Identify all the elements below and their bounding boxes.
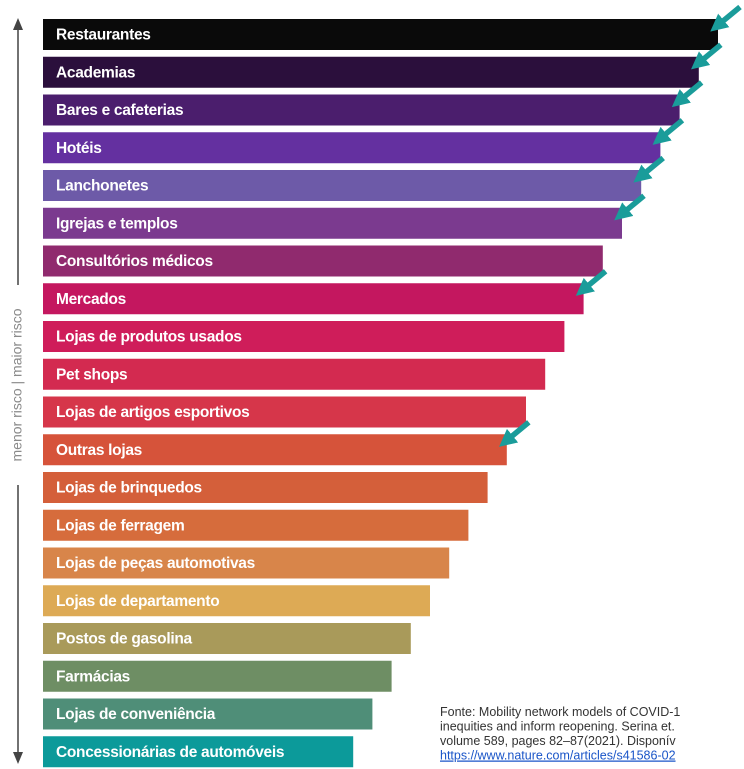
bar xyxy=(43,547,450,579)
bar-label: Consultórios médicos xyxy=(56,253,213,270)
axis-arrow-up xyxy=(13,18,23,30)
axis-label: menor risco | maior risco xyxy=(9,308,25,461)
bar xyxy=(43,396,526,428)
bar xyxy=(43,660,392,692)
bar-label: Bares e cafeterias xyxy=(56,102,183,119)
highlight-arrow xyxy=(575,269,608,296)
bar xyxy=(43,358,546,390)
highlight-arrow xyxy=(710,4,742,32)
bar-label: Lojas de conveniência xyxy=(56,706,216,723)
bar xyxy=(43,245,603,277)
source-note: Fonte: Mobility network models of COVID-… xyxy=(440,705,680,763)
bar xyxy=(43,132,661,164)
bar xyxy=(43,698,373,730)
bar xyxy=(43,434,507,466)
bar-label: Mercados xyxy=(56,291,126,308)
bar xyxy=(43,736,354,768)
bar-label: Hotéis xyxy=(56,140,102,157)
bar-label: Lojas de brinquedos xyxy=(56,480,202,497)
bar-label: Igrejas e templos xyxy=(56,215,178,232)
source-line: inequities and inform reopening. Serina … xyxy=(440,720,675,734)
source-line: Fonte: Mobility network models of COVID-… xyxy=(440,705,680,719)
bar xyxy=(43,509,469,541)
source-link: https://www.nature.com/articles/s41586-0… xyxy=(440,749,676,763)
bar-label: Lojas de artigos esportivos xyxy=(56,404,249,421)
axis-label-bg xyxy=(8,285,28,485)
highlight-arrow xyxy=(671,80,704,108)
bar-label: Lanchonetes xyxy=(56,178,148,195)
bar-label: Outras lojas xyxy=(56,442,142,459)
bar-label: Lojas de peças automotivas xyxy=(56,555,255,572)
bar-label: Postos de gasolina xyxy=(56,631,193,648)
bar-label: Restaurantes xyxy=(56,27,151,44)
highlight-arrow xyxy=(691,42,723,70)
bar xyxy=(43,94,680,126)
highlight-arrow xyxy=(614,193,646,221)
bar xyxy=(43,472,488,503)
bar xyxy=(43,623,411,654)
highlight-arrow xyxy=(499,420,531,447)
bar-label: Farmácias xyxy=(56,668,130,685)
bar xyxy=(43,283,584,315)
bar xyxy=(43,19,718,50)
bar xyxy=(43,170,642,201)
axis-arrow-down xyxy=(13,752,23,764)
bar-label: Lojas de ferragem xyxy=(56,517,184,534)
bar xyxy=(43,207,622,239)
bar-label: Lojas de departamento xyxy=(56,593,219,610)
bar-label: Pet shops xyxy=(56,366,127,383)
bar-label: Concessionárias de automóveis xyxy=(56,744,284,761)
risk-axis: menor risco | maior risco xyxy=(8,18,28,764)
highlight-arrow xyxy=(652,118,685,145)
bar-label: Lojas de produtos usados xyxy=(56,329,242,346)
bar-label: Academias xyxy=(56,64,135,81)
highlight-arrow xyxy=(633,155,665,183)
bar xyxy=(43,585,430,617)
bars: Restaurantes Academias Bares e cafeterias H… xyxy=(43,4,742,768)
bar xyxy=(43,56,699,88)
source-line: volume 589, pages 82–87(2021). Disponív xyxy=(440,734,676,748)
bar xyxy=(43,321,565,352)
